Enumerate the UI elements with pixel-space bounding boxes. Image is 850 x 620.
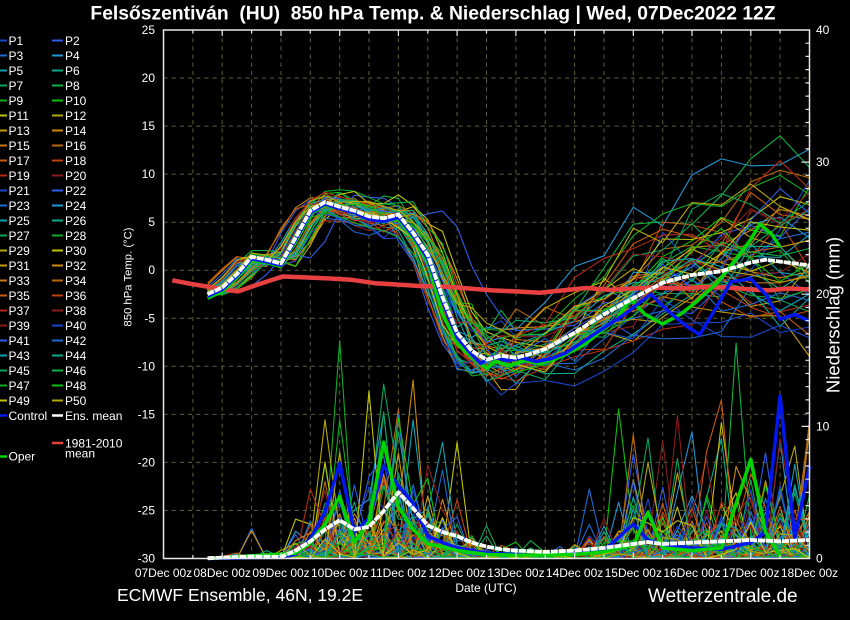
svg-text:P8: P8 bbox=[65, 79, 80, 93]
svg-text:P2: P2 bbox=[65, 34, 80, 48]
svg-text:P12: P12 bbox=[65, 109, 87, 123]
svg-text:10: 10 bbox=[142, 167, 156, 181]
svg-text:P36: P36 bbox=[65, 289, 87, 303]
svg-text:Felsőszentiván (HU) 850 hPa: Felsőszentiván (HU) 850 hPa Temp. & Nied… bbox=[90, 4, 775, 25]
svg-text:25: 25 bbox=[142, 23, 156, 37]
svg-text:P15: P15 bbox=[9, 139, 31, 153]
svg-text:P14: P14 bbox=[65, 124, 87, 138]
svg-text:0: 0 bbox=[148, 263, 155, 277]
svg-text:P16: P16 bbox=[65, 139, 87, 153]
svg-text:-25: -25 bbox=[138, 504, 156, 518]
svg-text:P26: P26 bbox=[65, 214, 87, 228]
svg-text:P46: P46 bbox=[65, 364, 87, 378]
svg-text:Oper: Oper bbox=[9, 450, 36, 464]
svg-text:Control: Control bbox=[9, 409, 48, 423]
svg-text:-5: -5 bbox=[144, 311, 155, 325]
svg-text:Date (UTC): Date (UTC) bbox=[455, 581, 516, 595]
svg-text:-20: -20 bbox=[138, 455, 156, 469]
svg-text:P28: P28 bbox=[65, 229, 87, 243]
svg-text:P34: P34 bbox=[65, 274, 87, 288]
svg-text:P10: P10 bbox=[65, 94, 87, 108]
svg-text:-10: -10 bbox=[138, 359, 156, 373]
svg-text:P5: P5 bbox=[9, 64, 24, 78]
svg-text:P35: P35 bbox=[9, 289, 31, 303]
svg-text:08Dec 00z: 08Dec 00z bbox=[194, 566, 251, 580]
svg-text:30: 30 bbox=[816, 155, 830, 169]
svg-text:20: 20 bbox=[142, 71, 156, 85]
svg-text:P45: P45 bbox=[9, 364, 31, 378]
svg-text:15Dec 00z: 15Dec 00z bbox=[605, 566, 662, 580]
svg-text:P22: P22 bbox=[65, 184, 87, 198]
svg-text:P47: P47 bbox=[9, 379, 31, 393]
svg-text:1981-2010: 1981-2010 bbox=[65, 436, 123, 450]
svg-text:P44: P44 bbox=[65, 349, 87, 363]
svg-text:Niederschlag (mm): Niederschlag (mm) bbox=[823, 237, 844, 393]
svg-text:P43: P43 bbox=[9, 349, 31, 363]
svg-text:16Dec 00z: 16Dec 00z bbox=[663, 566, 720, 580]
svg-text:5: 5 bbox=[148, 215, 155, 229]
svg-text:P37: P37 bbox=[9, 304, 31, 318]
svg-text:0: 0 bbox=[816, 552, 823, 566]
svg-text:P38: P38 bbox=[65, 304, 87, 318]
svg-text:P30: P30 bbox=[65, 244, 87, 258]
svg-text:07Dec 00z: 07Dec 00z bbox=[135, 566, 192, 580]
svg-text:20: 20 bbox=[816, 287, 830, 301]
svg-text:P40: P40 bbox=[65, 319, 87, 333]
svg-text:P21: P21 bbox=[9, 184, 31, 198]
svg-text:Ens. mean: Ens. mean bbox=[65, 409, 122, 423]
svg-text:ECMWF Ensemble, 46N, 19.2E: ECMWF Ensemble, 46N, 19.2E bbox=[117, 585, 363, 605]
svg-text:09Dec 00z: 09Dec 00z bbox=[252, 566, 309, 580]
svg-text:P4: P4 bbox=[65, 49, 80, 63]
svg-text:P9: P9 bbox=[9, 94, 24, 108]
svg-text:P27: P27 bbox=[9, 229, 31, 243]
svg-text:P48: P48 bbox=[65, 379, 87, 393]
svg-text:850 hPa Temp. (°C): 850 hPa Temp. (°C) bbox=[123, 227, 135, 326]
svg-text:P23: P23 bbox=[9, 199, 31, 213]
svg-text:P1: P1 bbox=[9, 34, 24, 48]
svg-text:Wetterzentrale.de: Wetterzentrale.de bbox=[648, 586, 798, 607]
svg-text:10: 10 bbox=[816, 419, 830, 433]
svg-text:P24: P24 bbox=[65, 199, 87, 213]
svg-text:P18: P18 bbox=[65, 154, 87, 168]
svg-text:P42: P42 bbox=[65, 334, 87, 348]
svg-text:P11: P11 bbox=[9, 109, 30, 123]
svg-text:P19: P19 bbox=[9, 169, 31, 183]
svg-text:15: 15 bbox=[142, 119, 156, 133]
svg-text:13Dec 00z: 13Dec 00z bbox=[487, 566, 544, 580]
svg-text:10Dec 00z: 10Dec 00z bbox=[311, 566, 368, 580]
svg-text:P25: P25 bbox=[9, 214, 31, 228]
svg-text:P13: P13 bbox=[9, 124, 31, 138]
svg-text:P33: P33 bbox=[9, 274, 31, 288]
svg-text:P49: P49 bbox=[9, 394, 31, 408]
svg-text:P41: P41 bbox=[9, 334, 31, 348]
svg-text:11Dec 00z: 11Dec 00z bbox=[370, 566, 426, 580]
svg-text:P29: P29 bbox=[9, 244, 31, 258]
svg-text:40: 40 bbox=[816, 23, 830, 37]
svg-text:-30: -30 bbox=[138, 552, 156, 566]
svg-text:-15: -15 bbox=[138, 407, 156, 421]
svg-text:P17: P17 bbox=[9, 154, 31, 168]
svg-text:P31: P31 bbox=[9, 259, 31, 273]
svg-text:P6: P6 bbox=[65, 64, 80, 78]
svg-text:P20: P20 bbox=[65, 169, 87, 183]
svg-text:P32: P32 bbox=[65, 259, 87, 273]
svg-text:14Dec 00z: 14Dec 00z bbox=[546, 566, 603, 580]
svg-text:mean: mean bbox=[65, 447, 95, 461]
svg-text:P39: P39 bbox=[9, 319, 31, 333]
svg-text:12Dec 00z: 12Dec 00z bbox=[428, 566, 485, 580]
svg-text:P3: P3 bbox=[9, 49, 24, 63]
svg-text:17Dec 00z: 17Dec 00z bbox=[722, 566, 779, 580]
svg-text:18Dec 00z: 18Dec 00z bbox=[781, 566, 838, 580]
svg-text:P7: P7 bbox=[9, 79, 24, 93]
svg-text:P50: P50 bbox=[65, 394, 87, 408]
